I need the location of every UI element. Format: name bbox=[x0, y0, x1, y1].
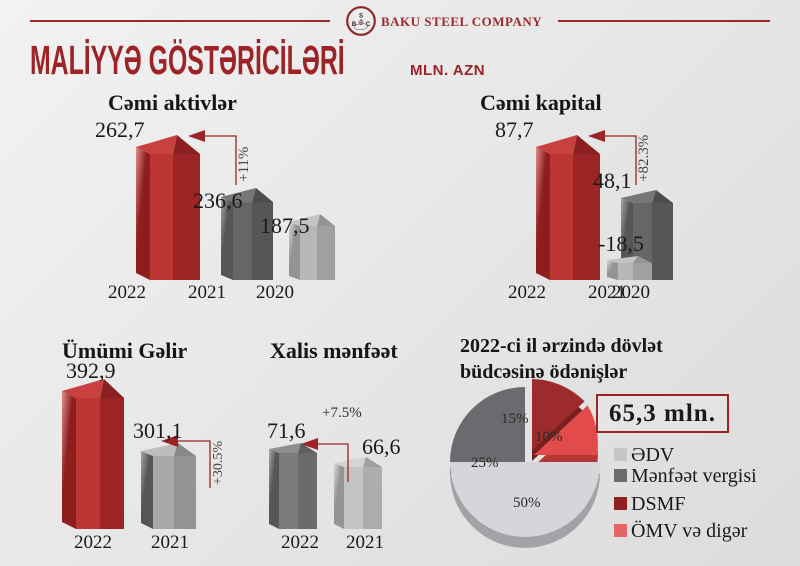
svg-text:+11%: +11% bbox=[236, 147, 252, 182]
svg-text:15%: 15% bbox=[501, 411, 529, 427]
svg-text:10%: 10% bbox=[535, 429, 563, 445]
svg-text:50%: 50% bbox=[513, 495, 541, 511]
svg-text:+82.3%: +82.3% bbox=[636, 135, 652, 182]
svg-text:25%: 25% bbox=[471, 455, 499, 471]
